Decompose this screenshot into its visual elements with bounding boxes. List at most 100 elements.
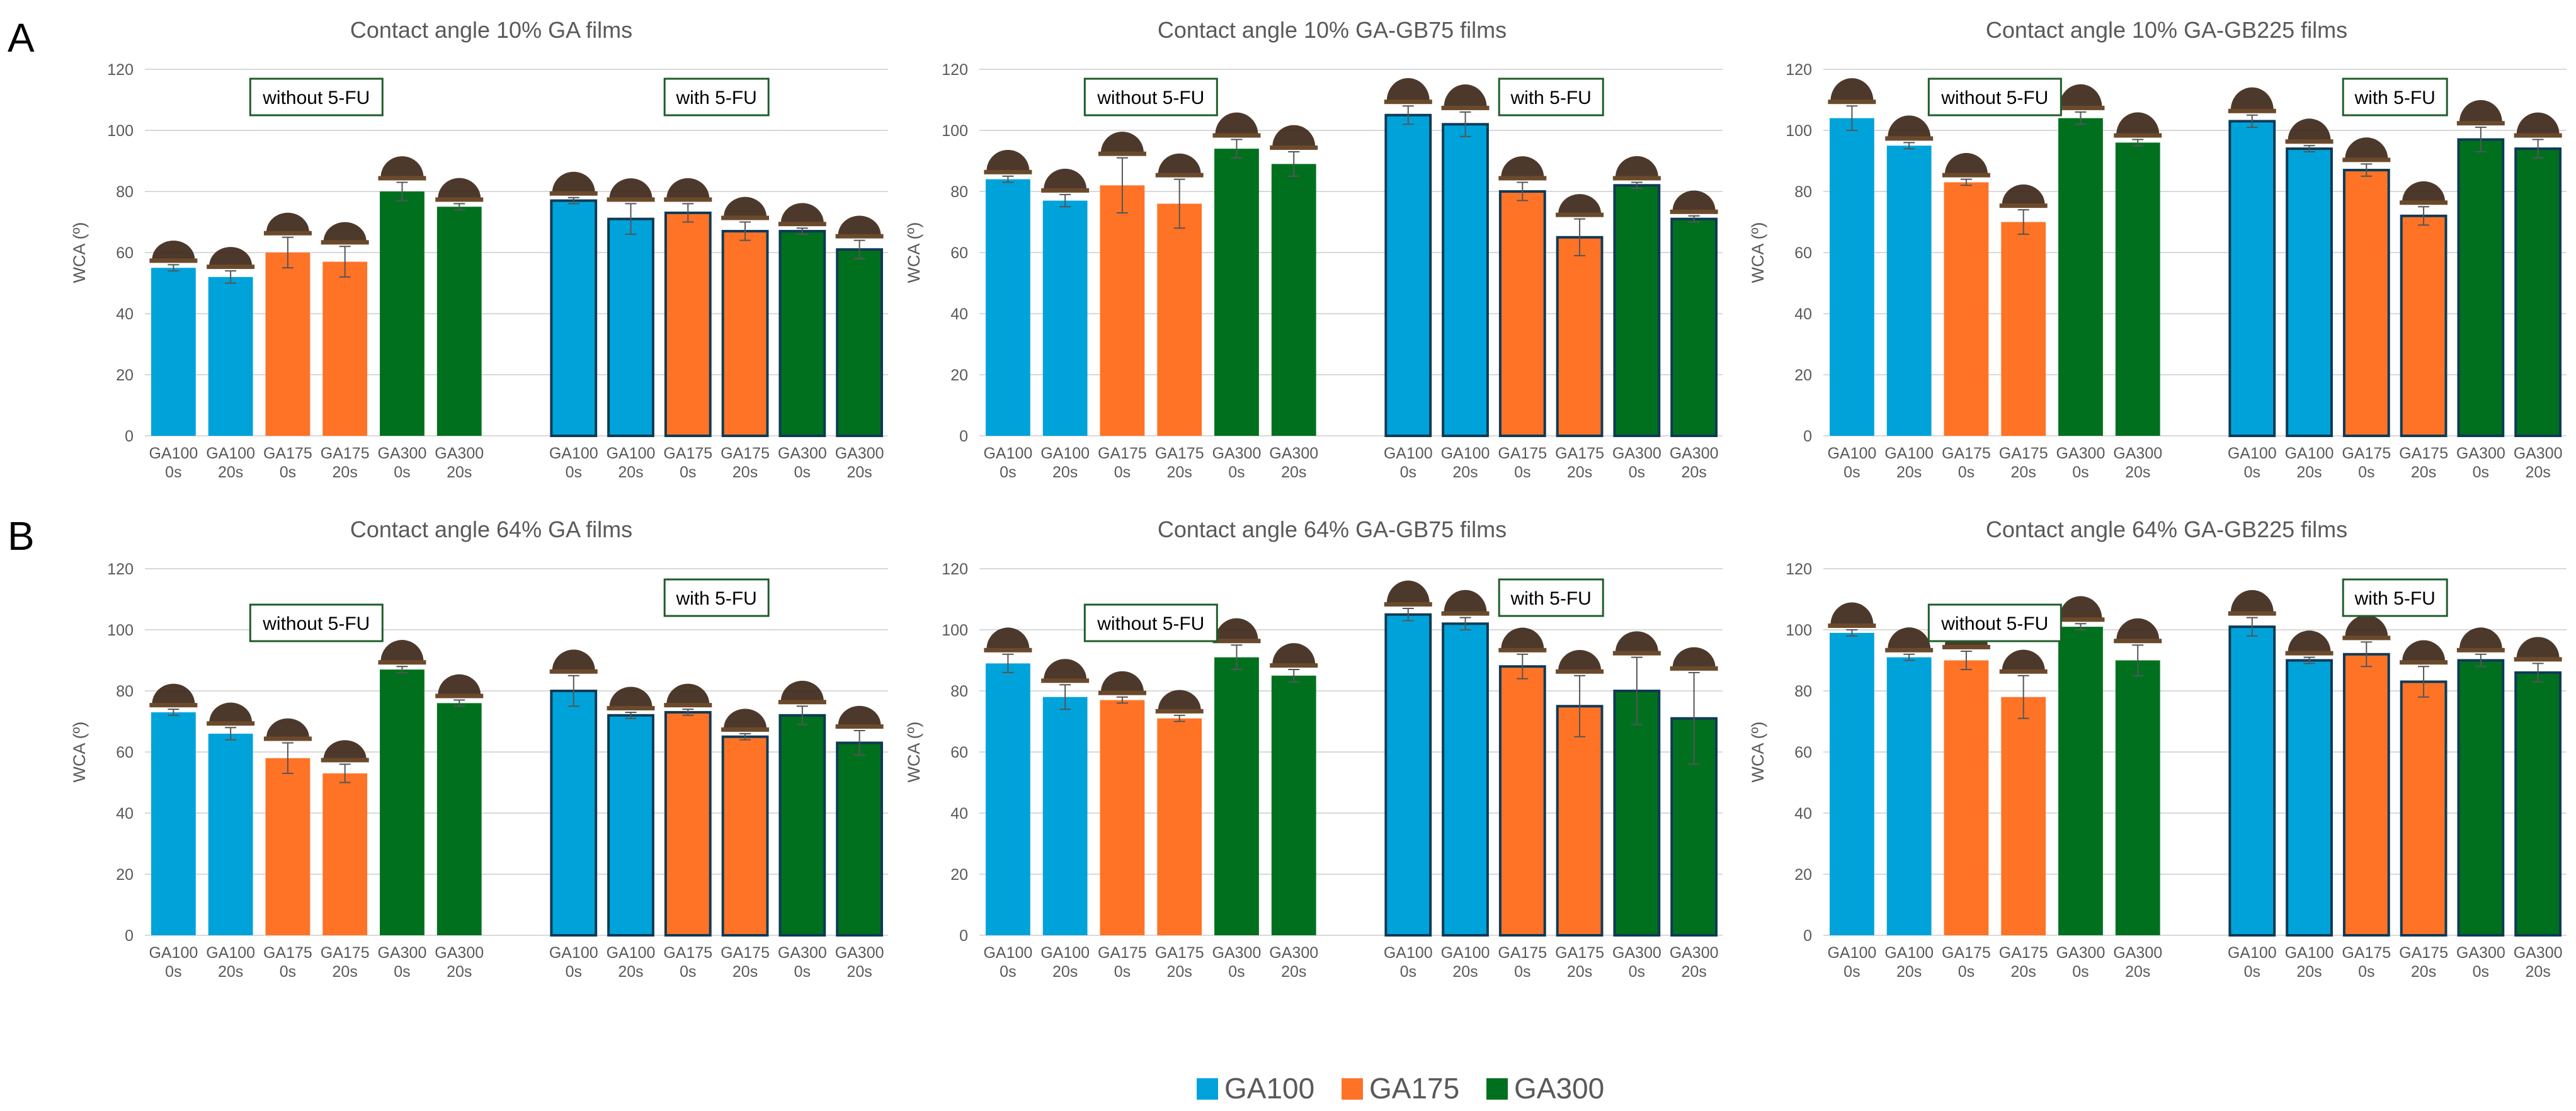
x-tick-label: GA300 — [1212, 445, 1262, 462]
x-tick-label: GA300 — [2514, 445, 2563, 462]
x-tick-label: GA300 — [835, 445, 884, 462]
annotation-text: with 5-FU — [676, 88, 757, 108]
x-tick-label: 20s — [1052, 963, 1078, 981]
chart-3: Contact angle 10% GA-GB225 films 0 20 40 60 8… — [1748, 17, 2567, 481]
x-tick-label: GA100 — [549, 944, 598, 962]
x-tick-label: 0s — [165, 963, 181, 981]
droplet-baseline — [1999, 669, 2048, 674]
bar-ga100 — [2228, 625, 2276, 937]
bar-ga300 — [778, 714, 826, 937]
bar-ga100 — [208, 733, 253, 935]
bar-ga300 — [1670, 217, 1718, 437]
x-tick-label: 0s — [1000, 963, 1016, 981]
x-tick-label: GA100 — [607, 944, 656, 962]
bar-ga175 — [2400, 680, 2448, 937]
droplet-image — [1444, 84, 1487, 107]
droplet-image — [780, 203, 824, 224]
annotation-box — [1927, 603, 2062, 642]
x-tick-label: GA100 — [1384, 445, 1433, 462]
annotation-text: without 5-FU — [1097, 88, 1204, 108]
x-tick-label: 20s — [846, 963, 872, 981]
x-tick-label: GA175 — [663, 445, 712, 462]
annotation-text: with 5-FU — [2354, 588, 2436, 609]
droplet-image — [209, 702, 253, 723]
droplet-baseline — [2400, 200, 2448, 205]
legend-label-ga175: GA175 — [1369, 1072, 1459, 1105]
y-tick-label: 60 — [1794, 744, 1812, 761]
annotation-box — [1927, 77, 2062, 117]
x-tick-label: 20s — [732, 464, 758, 481]
bar-ga175 — [2342, 652, 2390, 937]
y-axis-label: WCA (º) — [1748, 222, 1767, 283]
bar-ga175 — [2342, 169, 2390, 437]
x-tick-label: GA175 — [663, 944, 712, 962]
y-tick-label: 80 — [1794, 683, 1812, 700]
bar-ga300 — [1271, 675, 1316, 935]
legend-swatch-ga300 — [1486, 1078, 1508, 1100]
droplet-baseline — [1041, 188, 1090, 193]
droplet-image — [438, 178, 481, 199]
droplet-baseline — [1384, 100, 1432, 105]
x-tick-label: 20s — [2125, 464, 2150, 481]
annotation-text: with 5-FU — [2354, 88, 2436, 108]
droplet-image — [152, 240, 195, 260]
droplet-image — [2402, 181, 2446, 202]
bar-ga100 — [607, 217, 654, 437]
annotation-box — [1498, 578, 1604, 617]
droplet-baseline — [1670, 209, 1718, 214]
droplet-image — [380, 640, 424, 662]
droplet-baseline — [1828, 100, 1876, 105]
droplet-image — [2516, 637, 2560, 659]
x-tick-label: 0s — [1000, 464, 1016, 481]
chart-title: Contact angle 10% GA films — [350, 17, 632, 43]
droplet-baseline — [1885, 647, 1934, 652]
y-tick-label: 40 — [1794, 805, 1812, 823]
droplet-baseline — [1999, 203, 2048, 208]
droplet-image — [1444, 590, 1487, 613]
droplet-baseline — [321, 758, 369, 763]
x-tick-label: GA300 — [2056, 445, 2106, 462]
droplet-image — [1830, 78, 1874, 101]
droplet-image — [2402, 640, 2446, 662]
droplet-baseline — [2456, 647, 2505, 652]
x-tick-label: GA100 — [1884, 944, 1934, 962]
droplet-image — [1615, 156, 1658, 178]
x-tick-label: 20s — [2125, 963, 2150, 981]
droplet-image — [609, 178, 653, 199]
x-tick-label: 20s — [2296, 963, 2322, 981]
annotation-text: with 5-FU — [1510, 588, 1592, 609]
x-tick-label: GA100 — [2228, 445, 2277, 462]
chart-title: Contact angle 64% GA-GB225 films — [1986, 516, 2347, 542]
annotation-box — [1083, 603, 1218, 642]
x-tick-label: GA175 — [1555, 944, 1604, 962]
y-tick-label: 0 — [1803, 428, 1812, 445]
bar-ga300 — [2457, 138, 2505, 438]
droplet-image — [2059, 596, 2102, 619]
droplet-image — [1386, 580, 1430, 604]
x-tick-label: 0s — [1629, 464, 1645, 481]
droplet-baseline — [2514, 657, 2562, 662]
bar-ga175 — [1498, 665, 1546, 937]
y-axis-label: WCA (º) — [904, 222, 923, 283]
droplet-baseline — [1155, 709, 1204, 714]
droplet-image — [323, 222, 367, 242]
y-tick-label: 20 — [116, 367, 134, 384]
y-tick-label: 100 — [1786, 622, 1812, 639]
x-tick-label: GA300 — [2514, 944, 2563, 962]
x-tick-label: 20s — [1281, 464, 1306, 481]
bar-ga300 — [2115, 660, 2160, 935]
annotation-box — [249, 77, 384, 117]
x-tick-label: GA300 — [778, 944, 827, 962]
x-tick-label: 20s — [218, 464, 243, 481]
droplet-image — [323, 740, 367, 760]
droplet-baseline — [1270, 145, 1318, 150]
y-tick-label: 120 — [1786, 561, 1812, 578]
chart-4: Contact angle 64% GA films 0 20 40 60 80 100 12… — [70, 516, 888, 981]
x-tick-label: 0s — [2473, 464, 2489, 481]
droplet-baseline — [1441, 105, 1490, 110]
droplet-baseline — [1556, 212, 1604, 217]
x-tick-label: GA300 — [2113, 944, 2162, 962]
bar-ga300 — [2457, 659, 2505, 937]
x-tick-label: 0s — [2358, 464, 2374, 481]
droplet-baseline — [321, 240, 369, 245]
